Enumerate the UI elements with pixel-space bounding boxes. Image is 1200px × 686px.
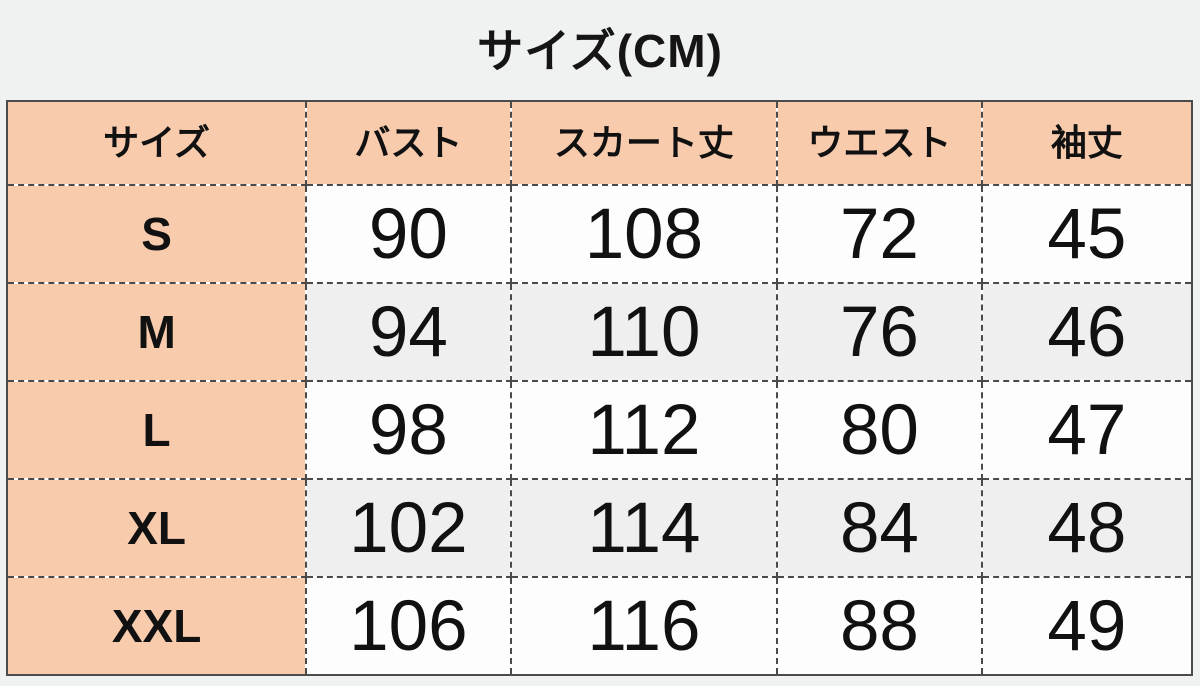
value-waist: 72 xyxy=(776,184,983,284)
page-title: サイズ(CM) xyxy=(477,25,723,77)
value-waist: 76 xyxy=(776,282,983,382)
table-row-l: L 98 112 80 47 xyxy=(5,380,1194,480)
value-skirt-length: 108 xyxy=(509,184,779,284)
column-header-skirt-length: スカート丈 xyxy=(509,100,779,186)
value-sleeve-length: 46 xyxy=(980,282,1194,382)
column-header-sleeve-length: 袖丈 xyxy=(980,100,1194,186)
column-header-bust: バスト xyxy=(305,100,512,186)
title-bar: サイズ(CM) xyxy=(0,0,1200,96)
table-row-xxl: XXL 106 116 88 49 xyxy=(5,576,1194,676)
table-row-m: M 94 110 76 46 xyxy=(5,282,1194,382)
value-bust: 102 xyxy=(305,478,512,578)
value-bust: 94 xyxy=(305,282,512,382)
value-bust: 90 xyxy=(305,184,512,284)
value-sleeve-length: 49 xyxy=(980,576,1194,676)
table-row-xl: XL 102 114 84 48 xyxy=(5,478,1194,578)
table-row-s: S 90 108 72 45 xyxy=(5,184,1194,284)
size-label: XXL xyxy=(5,576,308,676)
value-skirt-length: 116 xyxy=(509,576,779,676)
value-sleeve-length: 47 xyxy=(980,380,1194,480)
column-header-size: サイズ xyxy=(5,100,308,186)
value-sleeve-length: 48 xyxy=(980,478,1194,578)
column-header-waist: ウエスト xyxy=(776,100,983,186)
table-header-row: サイズ バスト スカート丈 ウエスト 袖丈 xyxy=(5,100,1194,186)
value-bust: 106 xyxy=(305,576,512,676)
value-skirt-length: 114 xyxy=(509,478,779,578)
value-waist: 84 xyxy=(776,478,983,578)
size-label: S xyxy=(5,184,308,284)
value-skirt-length: 112 xyxy=(509,380,779,480)
size-label: M xyxy=(5,282,308,382)
size-label: L xyxy=(5,380,308,480)
value-skirt-length: 110 xyxy=(509,282,779,382)
size-chart-table: サイズ バスト スカート丈 ウエスト 袖丈 S 90 108 72 45 M 9… xyxy=(5,100,1194,676)
size-label: XL xyxy=(5,478,308,578)
value-bust: 98 xyxy=(305,380,512,480)
value-waist: 88 xyxy=(776,576,983,676)
value-waist: 80 xyxy=(776,380,983,480)
value-sleeve-length: 45 xyxy=(980,184,1194,284)
